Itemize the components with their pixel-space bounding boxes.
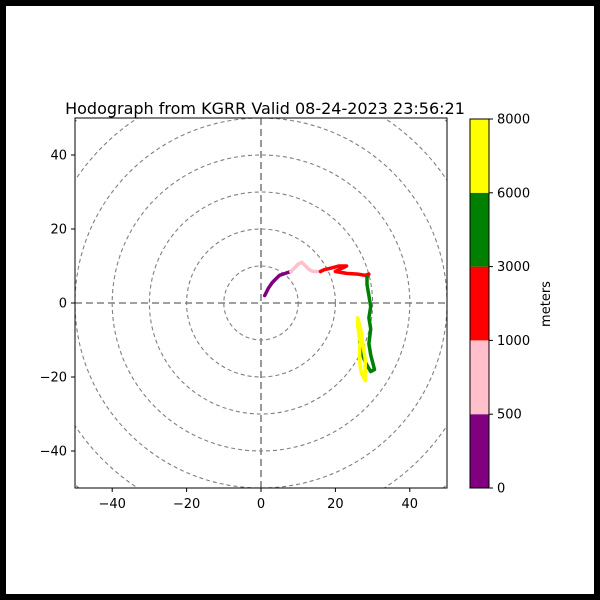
hodograph-segment — [318, 264, 371, 279]
y-tick-label: 40 — [50, 149, 67, 164]
colorbar-tick-label: 3000 — [497, 260, 530, 275]
colorbar-segment — [470, 192, 489, 267]
colorbar-tick-label: 8000 — [497, 113, 530, 128]
colorbar-tick-label: 1000 — [497, 334, 530, 349]
y-tick-label: −20 — [40, 371, 67, 386]
chart-title: Hodograph from KGRR Valid 08-24-2023 23:… — [65, 99, 465, 118]
x-tick-label: 40 — [402, 497, 419, 512]
y-axis-ticks: 40 20 0 −20 −40 — [40, 149, 75, 460]
colorbar-tick-label: 500 — [497, 408, 522, 423]
hodograph-segment — [289, 260, 323, 274]
figure: Hodograph from KGRR Valid 08-24-2023 23:… — [6, 6, 594, 594]
colorbar-segment — [470, 266, 489, 341]
colorbar: 0 500 1000 3000 6000 8000 — [469, 113, 530, 497]
colorbar-label: meters — [539, 281, 554, 327]
y-tick-label: 0 — [59, 297, 67, 312]
x-axis-ticks: −40 −20 0 20 40 — [98, 488, 418, 512]
x-tick-label: 20 — [327, 497, 344, 512]
colorbar-segment — [470, 119, 489, 193]
colorbar-frame — [469, 118, 490, 489]
colorbar-tick-label: 0 — [497, 482, 505, 497]
colorbar-segment — [470, 340, 489, 415]
colorbar-segment — [470, 414, 489, 488]
x-tick-label: 0 — [257, 497, 265, 512]
hodograph-svg: −40 −20 0 20 40 40 20 0 −20 −40 0 500 1000 3000 6000… — [40, 113, 554, 513]
x-tick-label: −20 — [173, 497, 200, 512]
colorbar-tick-label: 6000 — [497, 186, 530, 201]
y-tick-label: 20 — [50, 223, 67, 238]
x-tick-label: −40 — [98, 497, 125, 512]
y-tick-label: −40 — [40, 445, 67, 460]
hodograph-segment — [262, 269, 293, 298]
hodograph-segment — [355, 316, 367, 383]
hodograph-trace — [262, 260, 377, 383]
